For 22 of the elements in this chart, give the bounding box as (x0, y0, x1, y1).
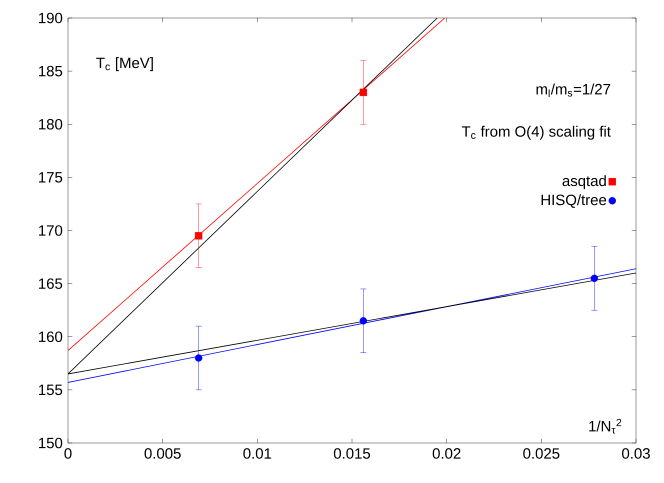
x-tick-label: 0.03 (622, 448, 650, 459)
x-tick-label: 0.005 (144, 448, 181, 459)
x-tick-label: 0 (64, 448, 72, 459)
y-tick-label: 160 (39, 331, 62, 342)
legend-label: HISQ/tree (542, 194, 606, 208)
y-tick-label: 190 (39, 12, 62, 24)
x-tick-label: 0.01 (243, 448, 272, 459)
y-tick-label: 170 (39, 225, 62, 236)
y-tick-label: 185 (39, 66, 62, 76)
y-tick-label: 150 (39, 438, 62, 448)
x-tick-label: 0.02 (432, 448, 460, 459)
y-tick-label: 165 (39, 278, 62, 289)
x-tick-label: 0.015 (334, 448, 370, 459)
y-tick-label: 175 (39, 172, 62, 183)
y-tick-label: 155 (39, 384, 62, 396)
annotation: m$_{l}$/m$_{s}$=1/27 (536, 84, 610, 97)
annotation: T$_{c}$ from O(4) scaling fit (462, 126, 611, 140)
y-tick-label: 180 (39, 118, 62, 130)
x-axis-title: 1/N$_{τ}$2 (589, 418, 622, 434)
y-axis-title: T$_{c}$ [MeV] (96, 57, 153, 72)
x-tick-label: 0.025 (523, 448, 560, 459)
legend-label: asqtad (562, 175, 606, 190)
